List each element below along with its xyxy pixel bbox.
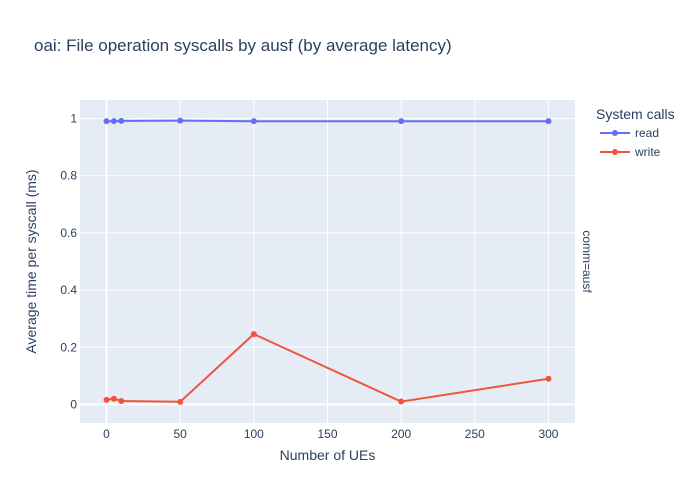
- y-axis-title: Average time per syscall (ms): [23, 169, 39, 353]
- series-read: [103, 117, 552, 125]
- data-point-read: [398, 118, 405, 125]
- y-tick-label: 0.2: [60, 340, 77, 354]
- series-line-read: [106, 119, 549, 123]
- chart-title: oai: File operation syscalls by ausf (by…: [34, 36, 452, 55]
- x-tick-label: 100: [244, 427, 264, 441]
- data-point-write: [250, 331, 257, 338]
- data-point-read: [545, 118, 552, 125]
- data-point-write: [545, 375, 552, 382]
- axis-ticks: 0 50 100 150 200 250 300 0 0.2 0.4 0.6 0.8 1: [60, 112, 559, 441]
- data-point-write: [398, 398, 405, 405]
- legend-title: System calls: [596, 106, 675, 122]
- x-tick-label: 50: [173, 427, 187, 441]
- y-tick-label: 0.6: [60, 226, 77, 240]
- y-tick-label: 1: [70, 112, 77, 126]
- y-tick-label: 0.4: [60, 283, 77, 297]
- legend-label: write: [634, 145, 661, 159]
- legend-item-read: read: [600, 126, 659, 140]
- data-point-read: [177, 117, 184, 124]
- legend-swatch-marker: [612, 130, 618, 136]
- series-write: [103, 331, 552, 405]
- data-point-write: [177, 398, 184, 405]
- legend-swatch-marker: [612, 149, 618, 155]
- facet-label: comm=ausf: [580, 230, 594, 293]
- data-point-write: [118, 397, 125, 404]
- legend-label: read: [635, 126, 659, 140]
- series-layer: [103, 117, 552, 405]
- x-tick-label: 250: [465, 427, 485, 441]
- grid-lines: [80, 100, 575, 423]
- data-point-write: [103, 396, 110, 403]
- data-point-write: [110, 395, 117, 402]
- data-point-read: [118, 117, 125, 124]
- data-point-read: [110, 118, 117, 125]
- data-point-read: [250, 118, 257, 125]
- x-axis-title: Number of UEs: [280, 447, 376, 463]
- x-tick-label: 200: [391, 427, 411, 441]
- y-tick-label: 0: [70, 397, 77, 411]
- x-tick-label: 300: [538, 427, 558, 441]
- legend-item-write: write: [600, 145, 661, 159]
- data-point-read: [103, 118, 110, 125]
- legend: System calls read write: [596, 106, 675, 159]
- x-tick-label: 0: [103, 427, 110, 441]
- x-tick-label: 150: [317, 427, 337, 441]
- y-tick-label: 0.8: [60, 169, 77, 183]
